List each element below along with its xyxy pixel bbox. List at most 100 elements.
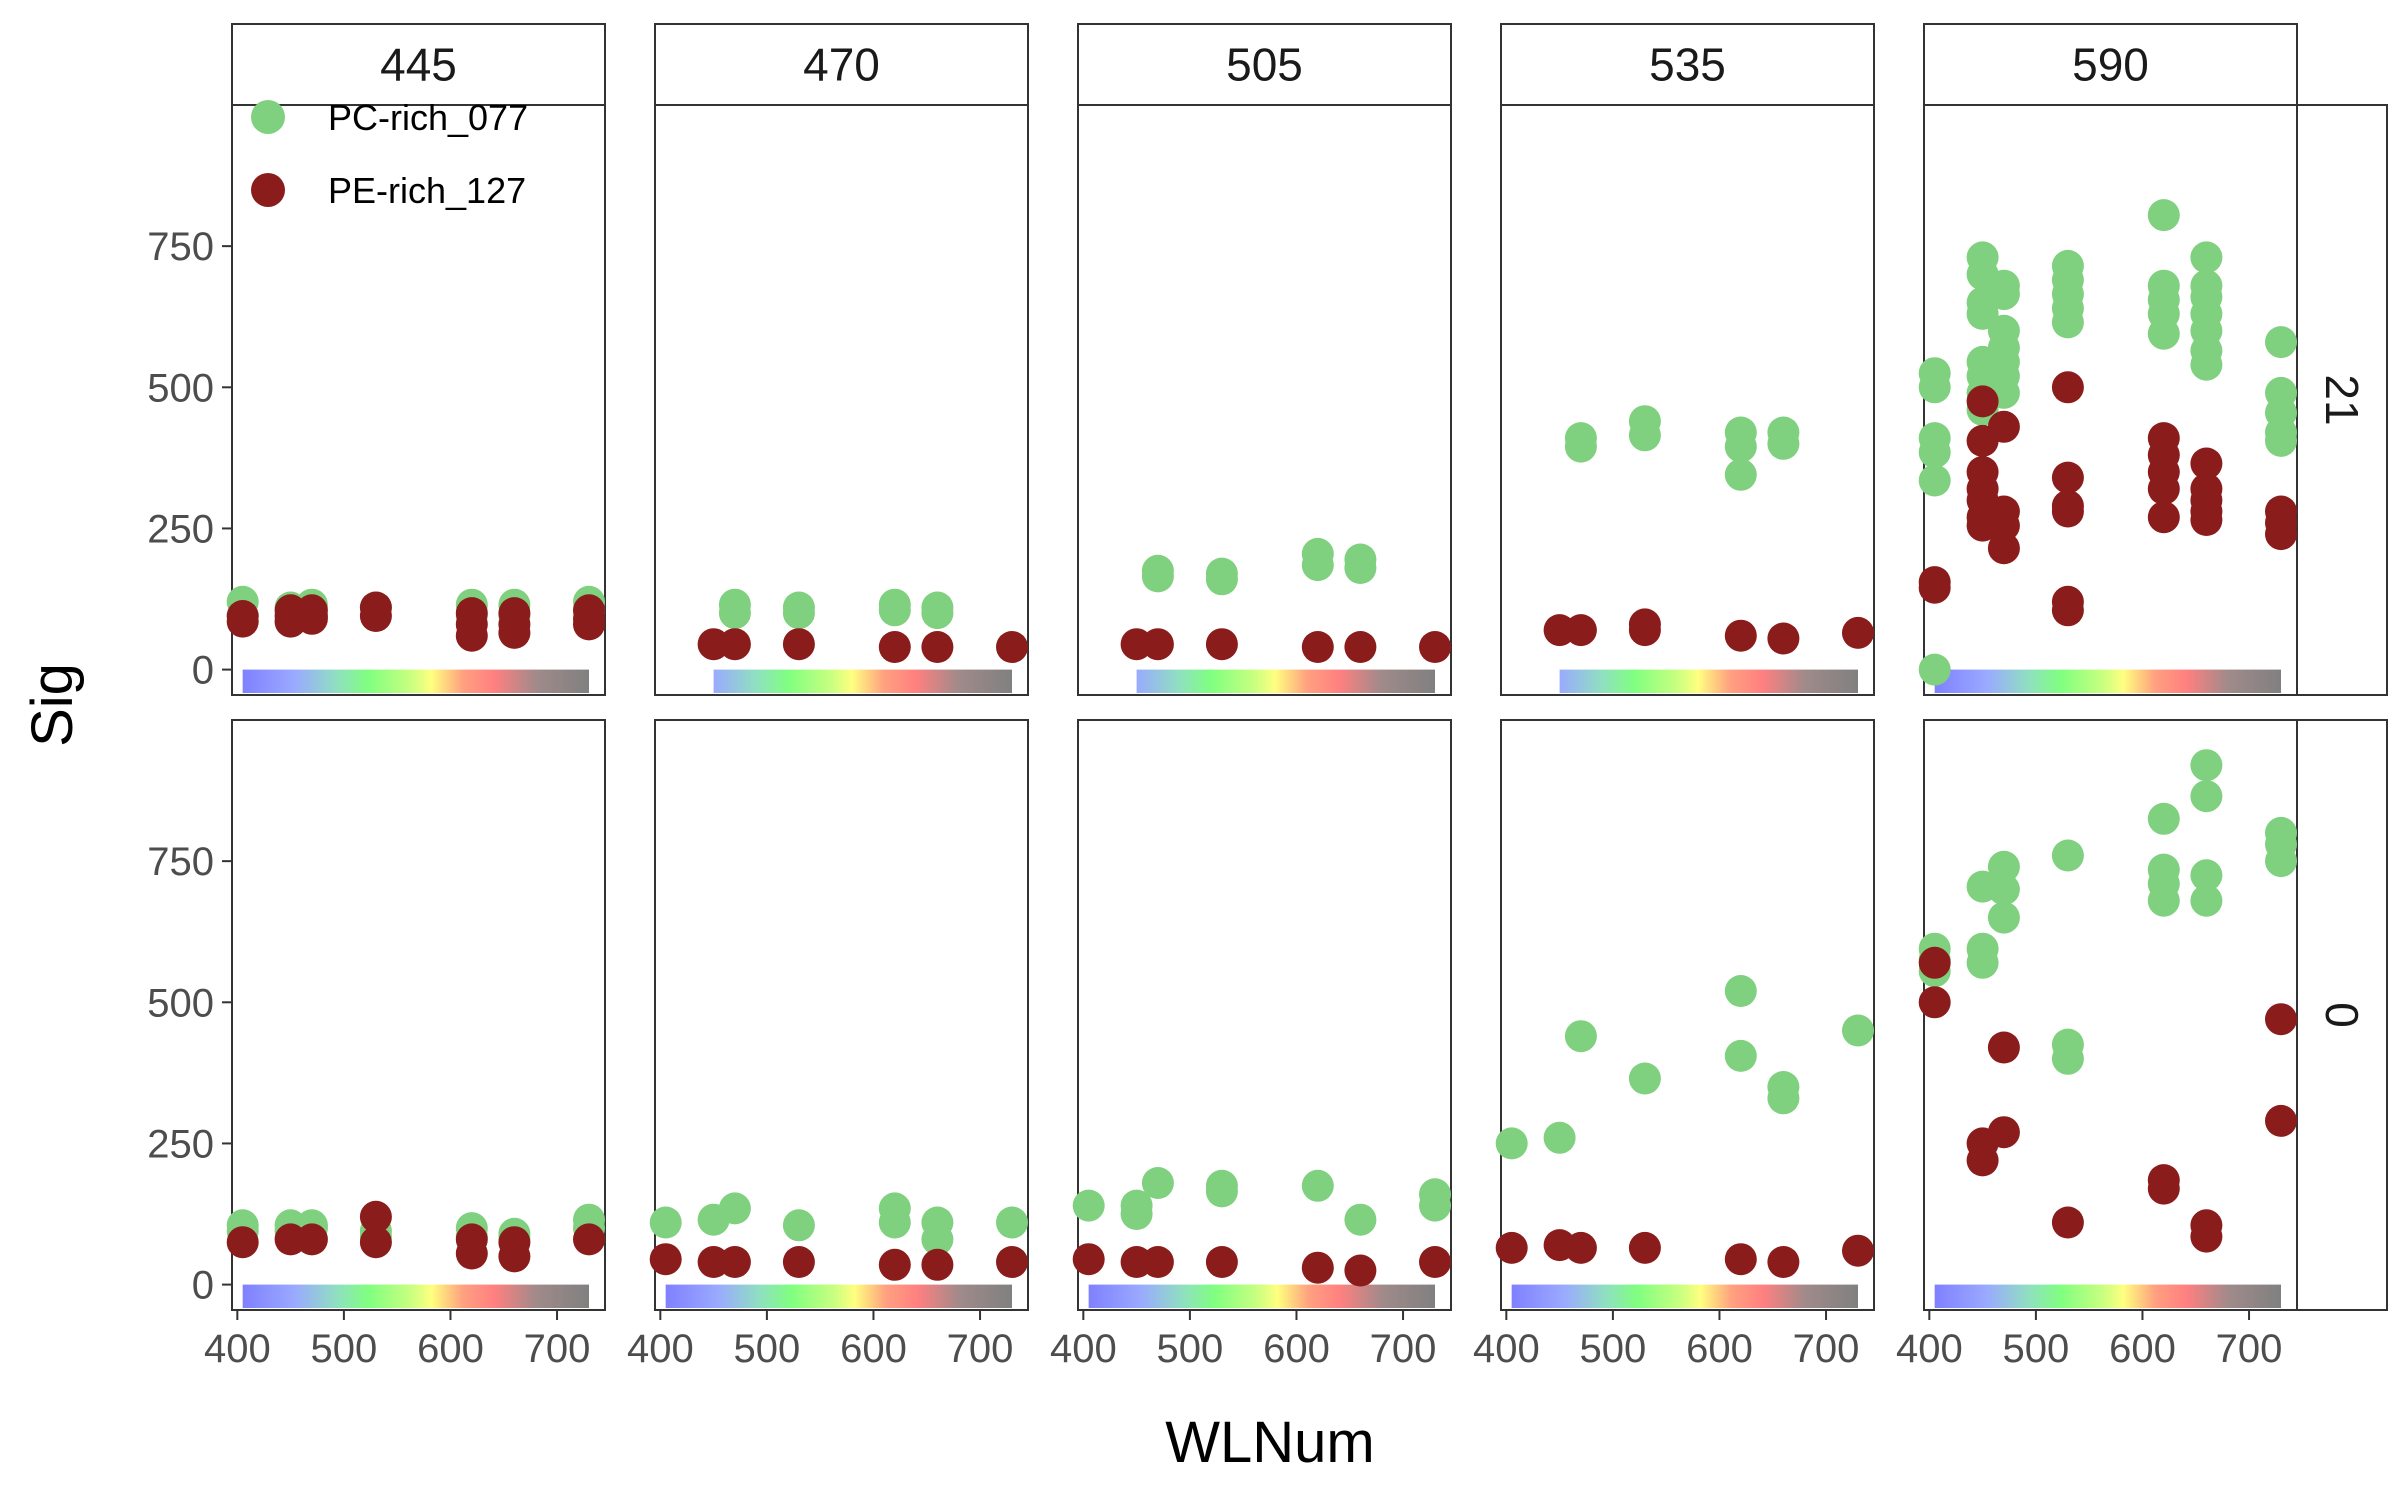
data-point-pe-rich-127 [921,631,954,663]
x-tick-label: 700 [524,1327,591,1371]
x-tick-label: 600 [2109,1327,2176,1371]
data-point-pc-rich-077 [2190,884,2223,917]
data-point-pc-rich-077 [1495,1127,1528,1160]
data-point-pc-rich-077 [2190,780,2223,813]
panel-0-590 [1918,719,2298,1311]
data-point-pe-rich-127 [1141,628,1174,661]
data-point-pc-rich-077 [1842,1014,1874,1047]
data-point-pc-rich-077 [1120,1198,1153,1230]
data-point-pc-rich-077 [1987,850,2020,883]
data-point-pe-rich-127 [2265,518,2297,551]
data-point-pe-rich-127 [2265,1104,2297,1137]
x-tick-label: 700 [947,1327,1014,1371]
data-point-pc-rich-077 [718,597,751,630]
facet-strip-col-470 [654,23,1029,106]
data-point-pc-rich-077 [1918,436,1951,469]
data-point-pe-rich-127 [1987,410,2020,443]
axes-layer: 0 250 500 750 0 250 500 750 400 500 600 700 400 500 60… [147,225,2282,1371]
data-point-pe-rich-127 [226,605,259,638]
data-point-pc-rich-077 [1301,1169,1334,1202]
facet-strip-col-label: 470 [803,39,880,91]
panel-background [1500,104,1875,696]
x-tick-label: 600 [1686,1327,1753,1371]
wavelength-color-bar [1934,669,2282,693]
panel-background [654,104,1029,696]
legend-label: PC-rich_077 [328,97,528,138]
facet-strip-col-label: 505 [1226,39,1303,91]
data-point-pe-rich-127 [1966,1144,1999,1177]
data-point-pe-rich-127 [455,619,488,652]
data-point-pe-rich-127 [2051,371,2084,404]
wavelength-color-bar [1511,1284,1859,1308]
data-point-pc-rich-077 [1344,552,1377,584]
data-point-pc-rich-077 [2265,424,2297,457]
data-point-pc-rich-077 [2051,306,2084,339]
data-point-pe-rich-127 [2051,1206,2084,1239]
data-point-pe-rich-127 [2190,447,2223,480]
panel-21-470 [654,104,1029,696]
facet-strip-col-535 [1500,23,1875,106]
data-point-pc-rich-077 [1564,1020,1597,1053]
wavelength-color-bar [1088,1284,1436,1308]
data-point-pc-rich-077 [1966,297,1999,330]
y-tick-label: 250 [147,507,214,551]
legend-key-pe-rich-127 [251,173,285,207]
data-point-pc-rich-077 [2265,326,2297,359]
data-point-pc-rich-077 [1987,278,2020,311]
data-point-pe-rich-127 [226,1226,259,1259]
x-tick-label: 500 [734,1327,801,1371]
data-point-pe-rich-127 [1987,1116,2020,1149]
wavelength-color-bar [1559,669,1859,693]
data-point-pe-rich-127 [1419,1246,1451,1278]
panel-21-505 [1077,104,1452,696]
facet-strip-row-label: 0 [2316,1002,2368,1028]
data-point-pe-rich-127 [996,1246,1028,1278]
x-tick-label: 600 [1263,1327,1330,1371]
data-point-pe-rich-127 [455,1237,488,1270]
data-point-pc-rich-077 [2147,317,2180,350]
data-point-pe-rich-127 [878,631,911,663]
facet-strip-row-0 [2296,719,2388,1311]
data-point-pc-rich-077 [1724,975,1757,1007]
data-point-pe-rich-127 [1205,628,1238,661]
data-point-pe-rich-127 [878,1248,911,1281]
y-tick-label: 0 [192,649,214,693]
data-point-pe-rich-127 [295,1223,328,1256]
x-tick-label: 600 [840,1327,907,1371]
data-point-pc-rich-077 [1987,873,2020,906]
legend-key-pc-rich-077 [251,100,285,134]
data-point-pe-rich-127 [996,631,1028,663]
data-point-pc-rich-077 [1301,549,1334,582]
data-point-pe-rich-127 [1767,622,1800,655]
data-point-pe-rich-127 [2147,1172,2180,1205]
data-point-pe-rich-127 [782,1246,815,1278]
data-point-pe-rich-127 [782,628,815,661]
data-point-pe-rich-127 [2265,1003,2297,1036]
legend-label: PE-rich_127 [328,170,526,211]
data-point-pe-rich-127 [2190,504,2223,536]
data-point-pe-rich-127 [1419,631,1451,663]
x-tick-label: 700 [2216,1327,2283,1371]
panel-0-470 [649,719,1029,1311]
facet-strip-col-label: 590 [2072,39,2149,91]
x-tick-label: 400 [627,1327,694,1371]
facet-strip-col-label: 535 [1649,39,1726,91]
data-point-pe-rich-127 [1205,1246,1238,1278]
data-point-pc-rich-077 [2265,845,2297,878]
x-tick-label: 500 [311,1327,378,1371]
wavelength-color-bar [1136,669,1436,693]
data-point-pe-rich-127 [1072,1243,1105,1276]
data-point-pe-rich-127 [921,1248,954,1281]
data-point-pe-rich-127 [295,602,328,635]
x-tick-label: 600 [417,1327,484,1371]
data-point-pc-rich-077 [1205,563,1238,596]
data-point-pc-rich-077 [996,1206,1028,1239]
data-point-pe-rich-127 [498,616,531,649]
data-point-pc-rich-077 [1966,946,1999,979]
data-point-pc-rich-077 [1724,430,1757,463]
data-point-pe-rich-127 [573,608,605,641]
data-point-pc-rich-077 [1564,430,1597,463]
data-point-pe-rich-127 [2147,472,2180,505]
data-point-pc-rich-077 [1724,458,1757,491]
data-point-pc-rich-077 [921,1223,954,1256]
